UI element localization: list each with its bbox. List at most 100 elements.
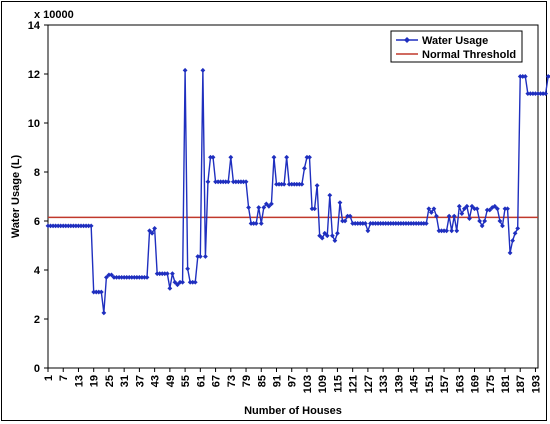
x-tick-label: 25 — [104, 375, 116, 387]
data-point-marker — [289, 181, 295, 187]
data-point-marker — [502, 206, 508, 212]
data-point-marker — [203, 254, 208, 259]
data-point-marker — [522, 74, 528, 79]
data-point-marker — [360, 221, 366, 226]
data-point-marker — [329, 233, 335, 239]
data-point-marker — [223, 179, 229, 185]
data-point-marker — [350, 221, 356, 226]
data-point-marker — [159, 271, 165, 277]
data-point-marker — [327, 192, 333, 198]
data-point-marker — [355, 221, 361, 226]
data-point-marker — [152, 225, 158, 231]
data-point-marker — [340, 218, 345, 224]
data-point-marker — [507, 250, 513, 256]
data-point-marker — [101, 310, 107, 316]
data-point-marker — [91, 289, 97, 295]
data-point-marker — [538, 91, 543, 96]
data-point-marker — [55, 223, 61, 229]
data-point-marker — [296, 181, 302, 187]
plot-border — [47, 24, 539, 369]
data-point-marker — [213, 179, 218, 185]
data-point-marker — [266, 203, 272, 209]
x-tick-label: 193 — [530, 375, 542, 393]
data-point-marker — [243, 179, 249, 185]
data-point-marker — [482, 218, 488, 224]
data-point-marker — [241, 179, 246, 185]
data-point-marker — [319, 235, 325, 241]
data-point-marker — [88, 223, 94, 229]
data-point-marker — [373, 221, 378, 226]
data-point-marker — [395, 221, 401, 226]
data-point-marker — [58, 223, 64, 229]
data-point-marker — [533, 91, 538, 96]
data-point-marker — [81, 223, 86, 229]
x-tick-label: 55 — [180, 375, 192, 387]
data-point-marker — [172, 279, 178, 285]
data-point-marker — [439, 228, 444, 234]
data-point-marker — [459, 211, 465, 217]
data-point-marker — [309, 206, 315, 212]
data-point-marker — [286, 181, 292, 187]
data-point-marker — [347, 213, 353, 219]
data-point-marker — [200, 67, 206, 73]
data-point-marker — [274, 181, 279, 187]
data-point-marker — [492, 203, 498, 209]
data-point-marker — [238, 179, 244, 185]
data-point-marker — [494, 206, 500, 212]
data-point-marker — [228, 154, 234, 160]
data-point-marker — [304, 154, 310, 160]
x-tick-label: 145 — [409, 375, 421, 393]
data-point-marker — [269, 201, 274, 207]
data-point-marker — [126, 274, 132, 280]
data-point-marker — [134, 274, 140, 280]
data-point-marker — [487, 207, 493, 213]
data-point-marker — [388, 221, 394, 226]
x-tick-label: 163 — [454, 375, 466, 393]
legend-marker-water-usage — [404, 37, 410, 43]
data-point-marker — [154, 271, 160, 277]
data-point-marker — [233, 179, 239, 185]
data-point-marker — [467, 216, 472, 221]
data-point-marker — [411, 221, 416, 226]
x-tick-label: 37 — [134, 375, 146, 387]
data-point-marker — [205, 179, 211, 185]
x-tick-label: 43 — [150, 375, 162, 387]
data-point-marker — [390, 221, 396, 226]
data-point-marker — [434, 213, 439, 219]
data-point-marker — [406, 221, 411, 226]
data-point-marker — [477, 218, 483, 224]
data-point-marker — [398, 221, 404, 226]
data-point-marker — [456, 203, 462, 209]
data-point-marker — [263, 201, 269, 207]
data-point-marker — [515, 225, 521, 231]
data-point-marker — [190, 279, 196, 285]
data-point-marker — [413, 221, 419, 226]
x-tick-label: 133 — [378, 375, 390, 393]
data-point-marker — [220, 179, 226, 185]
data-point-marker — [479, 223, 485, 229]
x-tick-label: 73 — [226, 375, 238, 387]
x-tick-label: 97 — [287, 375, 299, 387]
data-point-marker — [149, 230, 155, 236]
data-point-marker — [258, 221, 264, 226]
data-point-marker — [393, 221, 399, 226]
data-point-marker — [426, 206, 432, 212]
x-tick-label: 139 — [393, 375, 405, 393]
data-point-marker — [210, 154, 216, 160]
y-tick-label: 12 — [28, 69, 40, 81]
data-point-marker — [253, 221, 259, 226]
x-tick-label: 127 — [363, 375, 375, 393]
data-point-marker — [345, 213, 350, 219]
data-point-marker — [291, 181, 297, 187]
data-point-marker — [454, 228, 460, 234]
data-point-marker — [182, 67, 188, 73]
data-point-marker — [225, 179, 231, 185]
legend-label-water-usage: Water Usage — [422, 35, 488, 47]
data-point-marker — [284, 154, 290, 160]
data-point-marker — [337, 200, 343, 206]
data-point-marker — [317, 233, 323, 239]
data-point-marker — [294, 181, 300, 187]
data-point-marker — [451, 213, 457, 219]
